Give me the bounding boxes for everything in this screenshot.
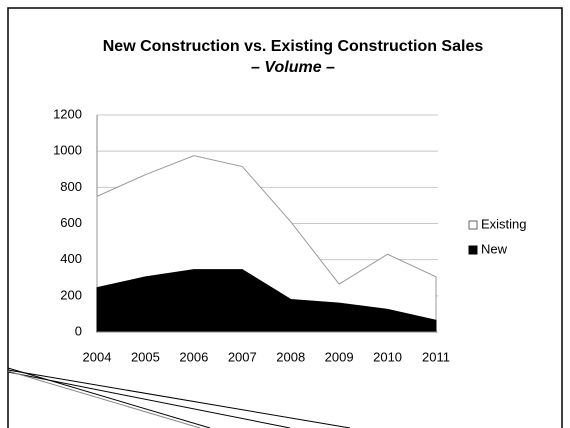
x-tick-label: 2008 <box>276 349 305 364</box>
x-tick-label: 2005 <box>131 349 160 364</box>
legend-swatch <box>468 245 478 255</box>
x-tick-label: 2010 <box>373 349 402 364</box>
y-tick-label: 0 <box>75 323 82 338</box>
y-tick-label: 400 <box>60 251 82 266</box>
legend-label: New <box>481 241 508 256</box>
x-tick-label: 2009 <box>325 349 354 364</box>
legend-label: Existing <box>481 216 527 231</box>
x-tick-label: 2007 <box>228 349 257 364</box>
y-tick-label: 800 <box>60 179 82 194</box>
x-tick-label: 2004 <box>83 349 112 364</box>
y-tick-label: 1200 <box>53 106 82 121</box>
y-tick-label: 600 <box>60 215 82 230</box>
legend-swatch <box>468 220 478 230</box>
chart-title: New Construction vs. Existing Constructi… <box>103 38 484 55</box>
area <box>96 269 437 333</box>
chart-subtitle: – Volume – <box>251 59 335 76</box>
y-tick-label: 1000 <box>53 143 82 158</box>
decoration <box>7 367 351 428</box>
x-tick-label: 2006 <box>179 349 208 364</box>
y-tick-label: 200 <box>60 287 82 302</box>
x-tick-label: 2011 <box>422 349 450 364</box>
